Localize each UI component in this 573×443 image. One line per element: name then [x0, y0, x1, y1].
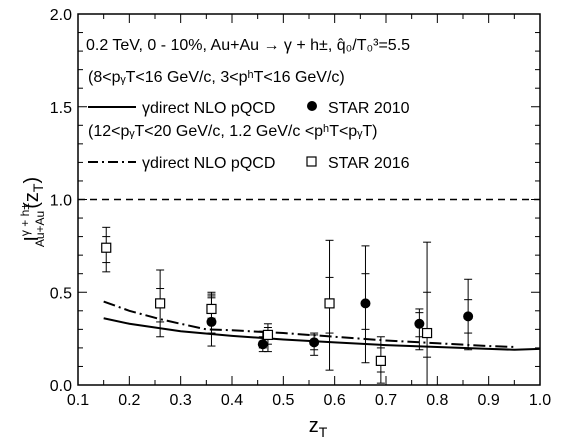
legend-label-star-2016: STAR 2016 — [328, 155, 410, 172]
legend-open-square-marker — [306, 156, 317, 167]
data-point-star-2016 — [324, 298, 335, 309]
data-point-star-2010 — [360, 298, 371, 309]
data-point-star-2016 — [375, 355, 386, 366]
legend-label-nlo-2: γdirect NLO pQCD — [142, 155, 275, 172]
annotation-line-1: 0.2 TeV, 0 - 10%, Au+Au → γ + h±, q̂₀/T₀… — [86, 37, 410, 54]
data-point-star-2010 — [414, 318, 425, 329]
annotation-line-2: (8<pᵧT<16 GeV/c, 3<pʰT<16 GeV/c) — [88, 69, 345, 86]
data-point-star-2016 — [421, 327, 433, 339]
legend-label-star-2010: STAR 2010 — [328, 100, 410, 117]
data-point-star-2016 — [155, 298, 166, 309]
x-tick-label: 0.1 — [67, 392, 89, 409]
data-point-star-2016 — [206, 303, 217, 315]
data-point-star-2016 — [262, 329, 274, 341]
data-point-star-2016 — [101, 242, 112, 253]
legend-filled-circle-marker — [307, 101, 317, 111]
x-tick-label: 0.5 — [272, 392, 294, 409]
y-axis-title: Iγ + h±Au+Au(zT) — [18, 177, 47, 247]
annotation-line-3: (12<pᵧT<20 GeV/c, 1.2 GeV/c <pʰT<pᵧT) — [88, 123, 377, 140]
legend-label-nlo-1: γdirect NLO pQCD — [142, 100, 275, 117]
y-tick-label: 1.5 — [50, 100, 72, 117]
y-tick-label: 0.0 — [50, 378, 72, 395]
series-line-nlo-solid — [103, 317, 541, 351]
data-point-star-2010 — [257, 339, 268, 350]
x-tick-label: 0.3 — [170, 392, 192, 409]
x-axis-title: zT — [309, 415, 328, 440]
x-tick-label: 0.9 — [478, 392, 500, 409]
x-tick-label: 0.2 — [118, 392, 140, 409]
data-point-star-2010 — [463, 311, 474, 322]
x-tick-label: 0.7 — [375, 392, 397, 409]
x-tick-label: 0.8 — [426, 392, 448, 409]
x-tick-label: 0.4 — [221, 392, 243, 409]
x-tick-label: 0.6 — [324, 392, 346, 409]
series-line-nlo-dashdot — [103, 300, 515, 348]
data-point-star-2010 — [309, 337, 320, 348]
plot-area: 0.1 0.2 0.3 0.4 0.5 0.6 0.7 0.8 0.9 1.0 0.0 0.5 1.0 1… — [50, 7, 551, 409]
x-tick-label: 1.0 — [529, 392, 551, 409]
y-tick-label: 0.5 — [50, 285, 72, 302]
y-tick-label: 2.0 — [50, 7, 72, 24]
y-tick-label: 1.0 — [50, 193, 72, 210]
